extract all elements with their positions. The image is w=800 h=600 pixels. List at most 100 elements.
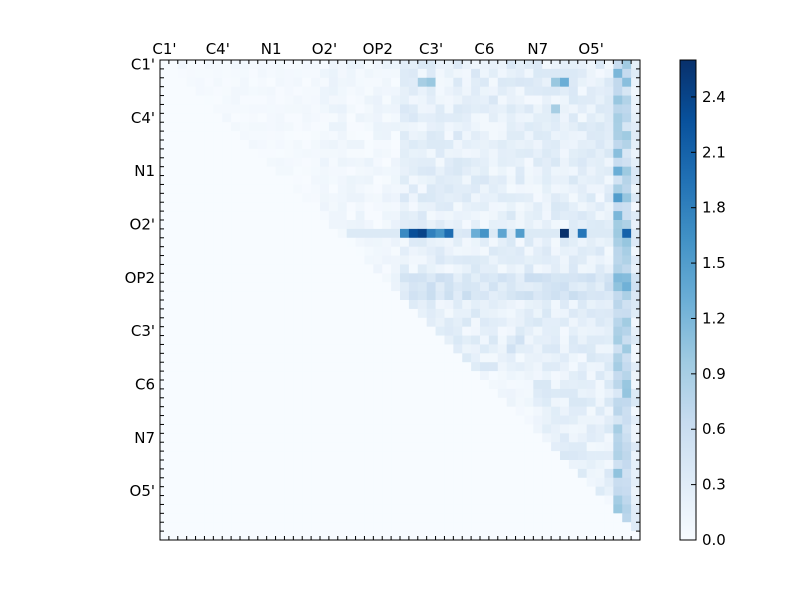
heatmap-cell bbox=[222, 477, 232, 488]
heatmap-cell bbox=[204, 95, 214, 105]
heatmap-cell bbox=[488, 246, 499, 256]
heatmap-cell bbox=[177, 300, 188, 310]
heatmap-cell bbox=[400, 237, 410, 248]
heatmap-cell bbox=[506, 388, 516, 399]
heatmap-cell bbox=[604, 220, 614, 230]
heatmap-cell bbox=[293, 362, 303, 372]
heatmap-cell bbox=[275, 211, 285, 221]
heatmap-cell bbox=[195, 246, 205, 256]
heatmap-cell bbox=[328, 122, 339, 132]
heatmap-cell bbox=[302, 442, 312, 452]
heatmap-cell bbox=[417, 531, 428, 541]
heatmap-cell bbox=[471, 202, 481, 212]
heatmap-cell bbox=[213, 353, 223, 363]
heatmap-cell bbox=[480, 308, 490, 319]
heatmap-cell bbox=[408, 513, 419, 523]
heatmap-cell bbox=[408, 317, 419, 328]
heatmap-cell bbox=[248, 264, 259, 274]
heatmap-cell bbox=[293, 193, 303, 203]
heatmap-cell bbox=[604, 237, 614, 248]
heatmap-cell bbox=[524, 353, 534, 363]
heatmap-cell bbox=[488, 495, 499, 505]
heatmap-cell bbox=[524, 477, 534, 488]
y-tick-label: N1 bbox=[134, 162, 155, 180]
heatmap-cell bbox=[417, 460, 428, 470]
heatmap-cell bbox=[195, 397, 205, 408]
heatmap-cell bbox=[168, 353, 179, 363]
heatmap-cell bbox=[506, 522, 516, 532]
heatmap-cell bbox=[391, 362, 401, 372]
heatmap-cell bbox=[444, 451, 454, 461]
heatmap-cell bbox=[337, 291, 348, 301]
heatmap-cell bbox=[417, 442, 428, 452]
heatmap-cell bbox=[355, 220, 365, 230]
heatmap-cell bbox=[533, 104, 543, 114]
heatmap-cell bbox=[222, 415, 232, 425]
colorbar-tick-label: 0.9 bbox=[702, 365, 726, 383]
heatmap-cell bbox=[524, 388, 534, 399]
heatmap-cell bbox=[417, 140, 428, 150]
heatmap-cell bbox=[417, 131, 428, 141]
heatmap-cell bbox=[275, 77, 285, 88]
heatmap-cell bbox=[542, 353, 552, 363]
heatmap-cell bbox=[160, 282, 170, 292]
heatmap-cell bbox=[168, 228, 179, 239]
heatmap-cell bbox=[302, 202, 312, 212]
heatmap-cell bbox=[222, 522, 232, 532]
heatmap-cell bbox=[248, 95, 259, 105]
heatmap-cell bbox=[506, 504, 516, 514]
heatmap-cell bbox=[266, 291, 276, 301]
heatmap-cell bbox=[417, 415, 428, 425]
colorbar: 0.00.30.60.91.21.51.82.12.4 bbox=[679, 59, 726, 549]
heatmap-cell bbox=[595, 68, 605, 79]
heatmap-cell bbox=[604, 513, 614, 523]
heatmap-cell bbox=[497, 317, 508, 328]
heatmap-cell bbox=[213, 237, 223, 248]
heatmap-cell bbox=[480, 415, 490, 425]
heatmap-cell bbox=[213, 220, 223, 230]
heatmap-cell bbox=[328, 495, 339, 505]
heatmap-cell bbox=[293, 264, 303, 274]
heatmap-cell bbox=[417, 77, 428, 88]
heatmap-cell bbox=[560, 184, 570, 194]
heatmap-cell bbox=[426, 531, 436, 541]
heatmap-cell bbox=[355, 86, 365, 96]
heatmap-cell bbox=[355, 317, 365, 328]
heatmap-cell bbox=[293, 326, 303, 336]
heatmap-cell bbox=[337, 166, 348, 176]
heatmap-cell bbox=[373, 424, 383, 434]
heatmap-cell bbox=[604, 184, 614, 194]
heatmap-cell bbox=[471, 335, 481, 345]
heatmap-cell bbox=[533, 211, 543, 221]
heatmap-cell bbox=[320, 486, 330, 496]
heatmap-cell bbox=[480, 273, 490, 283]
heatmap-cell bbox=[213, 184, 223, 194]
heatmap-cell bbox=[426, 460, 436, 470]
heatmap-cell bbox=[231, 184, 241, 194]
heatmap-cell bbox=[604, 433, 614, 443]
heatmap-cell bbox=[204, 397, 214, 408]
heatmap-cell bbox=[586, 184, 596, 194]
heatmap-cell bbox=[577, 442, 588, 452]
heatmap-cell bbox=[533, 308, 543, 319]
heatmap-cell bbox=[568, 68, 579, 79]
heatmap-cell bbox=[480, 291, 490, 301]
heatmap-cell bbox=[533, 77, 543, 88]
heatmap-cell bbox=[533, 344, 543, 354]
heatmap-cell bbox=[506, 122, 516, 132]
heatmap-cell bbox=[417, 175, 428, 185]
heatmap-cell bbox=[426, 397, 436, 408]
heatmap-cell bbox=[266, 282, 276, 292]
heatmap-cell bbox=[595, 317, 605, 328]
heatmap-cell bbox=[355, 468, 365, 479]
heatmap-cell bbox=[471, 362, 481, 372]
heatmap-cell bbox=[302, 291, 312, 301]
heatmap-cell bbox=[524, 193, 534, 203]
heatmap-cell bbox=[524, 68, 534, 79]
heatmap-cell bbox=[631, 406, 641, 416]
heatmap-cell bbox=[222, 397, 232, 408]
heatmap-cell bbox=[275, 300, 285, 310]
heatmap-cell bbox=[577, 406, 588, 416]
heatmap-cell bbox=[480, 184, 490, 194]
heatmap-cell bbox=[426, 451, 436, 461]
